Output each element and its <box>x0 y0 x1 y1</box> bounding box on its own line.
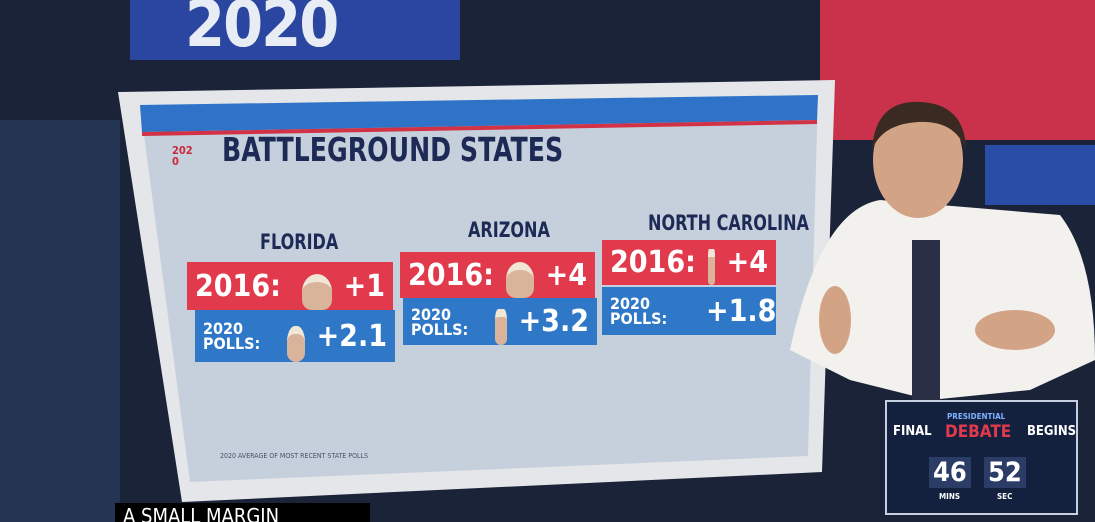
footnote: 2020 AVERAGE OF MOST RECENT STATE POLLS <box>220 452 369 460</box>
countdown-left: FINAL <box>893 424 932 439</box>
polls-label: 2020 POLLS: <box>411 304 469 339</box>
state-name: FLORIDA <box>260 230 339 254</box>
countdown-right: BEGINS <box>1027 424 1077 439</box>
backdrop-logo: 2020 <box>185 0 339 62</box>
margin-2016: +4 <box>726 245 768 280</box>
countdown-seconds-label: SEC <box>997 492 1013 501</box>
board-logo: 2020 <box>172 144 193 168</box>
polls-2020: 2020 POLLS: +1.8 <box>602 287 776 335</box>
year-label: 2016: <box>408 257 494 293</box>
candidate-photo <box>495 309 507 345</box>
polls-margin: +1.8 <box>706 293 777 329</box>
polls-margin: +3.2 <box>518 304 589 339</box>
year-label: 2016: <box>610 245 696 280</box>
state-name: ARIZONA <box>468 218 550 242</box>
polls-margin: +2.1 <box>316 318 387 354</box>
countdown-minutes: 46 <box>929 457 971 488</box>
countdown-minutes-label: MINS <box>939 492 961 501</box>
state-name: NORTH CAROLINA <box>648 211 809 235</box>
polls-label: 2020 POLLS: <box>203 319 261 353</box>
result-2016: 2016: +4 <box>602 240 776 285</box>
countdown-event-top: PRESIDENTIAL <box>947 412 1006 421</box>
candidate-photo <box>287 326 305 362</box>
year-label: 2016: <box>195 268 281 304</box>
polls-label: 2020 POLLS: <box>610 294 668 328</box>
polls-2020: 2020 POLLS: +2.1 <box>195 310 395 362</box>
countdown-seconds: 52 <box>984 457 1026 488</box>
margin-2016: +1 <box>343 268 385 304</box>
result-2016: 2016: +1 <box>187 262 393 310</box>
countdown-event: DEBATE <box>945 422 1012 442</box>
caption: A SMALL MARGIN <box>115 503 370 522</box>
candidate-photo <box>301 274 332 310</box>
countdown: FINAL PRESIDENTIAL DEBATE BEGINS 46 52 M… <box>885 400 1078 515</box>
board-title: BATTLEGROUND STATES <box>222 130 564 169</box>
result-2016: 2016: +4 <box>400 252 595 298</box>
polls-2020: 2020 POLLS: +3.2 <box>403 298 597 345</box>
margin-2016: +4 <box>545 257 587 293</box>
candidate-photo <box>707 249 715 285</box>
candidate-photo <box>505 262 534 298</box>
